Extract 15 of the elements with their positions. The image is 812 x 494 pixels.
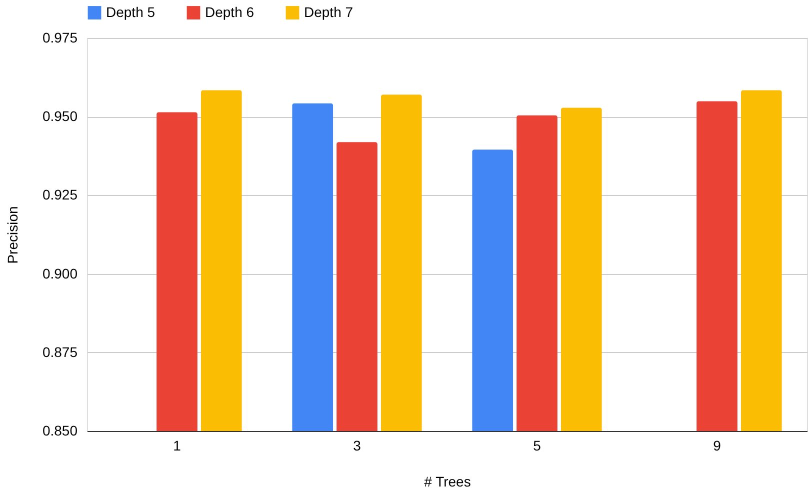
legend-label: Depth 7 xyxy=(304,4,354,20)
x-tick-label: 3 xyxy=(353,438,362,454)
legend-label: Depth 5 xyxy=(106,4,156,20)
x-tick-label: 1 xyxy=(173,438,182,454)
y-tick-label: 0.875 xyxy=(42,344,78,360)
legend-label: Depth 6 xyxy=(205,4,254,20)
y-axis-title: Precision xyxy=(4,206,20,264)
x-tick-label: 5 xyxy=(533,438,542,454)
x-axis-title: # Trees xyxy=(424,474,471,490)
y-tick-label: 0.975 xyxy=(42,30,78,46)
y-tick-label: 0.850 xyxy=(42,422,78,438)
y-tick-label: 0.950 xyxy=(42,108,78,124)
x-tick-label: 9 xyxy=(713,438,722,454)
y-tick-label: 0.925 xyxy=(42,186,78,203)
y-tick-label: 0.900 xyxy=(42,265,78,282)
